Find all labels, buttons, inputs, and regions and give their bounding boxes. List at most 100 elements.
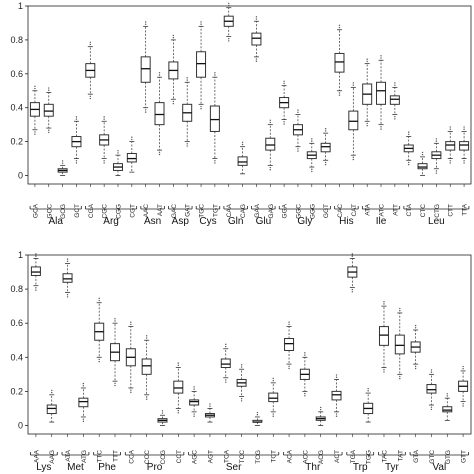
outlier-point — [446, 395, 448, 397]
outlier-point — [144, 109, 147, 111]
outlier-point — [366, 58, 368, 60]
outlier-point — [161, 410, 164, 412]
outlier-point — [98, 358, 100, 361]
outlier-point — [435, 172, 438, 174]
box-CAT — [348, 82, 359, 161]
aa-group-thr: Thr — [283, 452, 343, 473]
outlier-point — [103, 162, 105, 164]
outlier-point — [304, 392, 306, 395]
aa-label: Met — [67, 462, 84, 473]
codon-label: TTC — [97, 450, 104, 463]
aa-group-lys: Lys — [29, 452, 58, 473]
codon-label: GGC — [295, 204, 302, 219]
outlier-point — [421, 151, 424, 154]
box-TTT — [110, 318, 121, 387]
outlier-point — [200, 108, 202, 110]
outlier-point — [200, 21, 202, 23]
outlier-point — [48, 89, 50, 91]
box-TCG — [252, 411, 263, 426]
outlier-point — [256, 411, 259, 414]
outlier-point — [324, 128, 327, 130]
outlier-point — [255, 60, 258, 62]
codon-label: CAC — [337, 204, 344, 218]
outlier-point — [430, 371, 433, 373]
codon-label: AAC — [143, 204, 150, 218]
outlier-point — [255, 16, 258, 18]
box-ATA — [362, 58, 373, 127]
outlier-point — [114, 320, 116, 322]
outlier-point — [414, 365, 417, 368]
box-GGA — [279, 80, 290, 125]
outlier-point — [186, 143, 188, 145]
codon-label: GTA — [413, 449, 420, 463]
outlier-point — [414, 367, 417, 370]
aa-group-ala: Ala — [29, 206, 82, 227]
outlier-point — [311, 170, 313, 173]
aa-label: Thr — [305, 462, 321, 473]
outlier-point — [414, 327, 417, 329]
outlier-point — [463, 162, 465, 164]
outlier-point — [380, 55, 382, 57]
box-ATC — [376, 55, 387, 130]
outlier-point — [311, 140, 313, 142]
codon-label: ACG — [318, 450, 325, 464]
plot-frame — [27, 5, 472, 185]
codon-label: TGT — [212, 204, 219, 217]
codon-label: GAT — [185, 204, 192, 217]
outlier-point — [463, 128, 465, 130]
outlier-point — [145, 337, 148, 339]
box-TCC — [236, 364, 247, 402]
box-AAA — [30, 253, 41, 291]
codon-label: TTT — [113, 450, 120, 462]
outlier-point — [193, 388, 195, 390]
box — [348, 110, 359, 131]
outlier-point — [319, 408, 322, 411]
y-tick-label: 1 — [18, 1, 23, 11]
codon-label: TCT — [271, 450, 278, 463]
outlier-point — [103, 116, 105, 118]
aa-label: Phe — [98, 462, 116, 473]
box — [331, 390, 342, 401]
outlier-point — [272, 415, 274, 417]
box-CAC — [334, 24, 345, 96]
aa-group-ile: Ile — [361, 206, 401, 227]
outlier-point — [34, 87, 36, 90]
outlier-point — [269, 119, 271, 121]
outlier-point — [304, 352, 306, 354]
box-TCA — [220, 343, 231, 383]
outlier-point — [352, 158, 355, 161]
outlier-point — [366, 60, 368, 63]
y-tick-label: 0.4 — [10, 352, 23, 362]
outlier-point — [338, 24, 341, 27]
outlier-point — [380, 57, 382, 59]
box — [265, 137, 276, 151]
outlier-point — [117, 152, 119, 154]
box-TAT — [394, 307, 405, 380]
outlier-point — [408, 163, 410, 166]
codon-label: AAG — [49, 450, 56, 464]
outlier-point — [367, 390, 369, 392]
box-GTG — [442, 393, 453, 421]
outlier-point — [225, 343, 227, 346]
y-tick-label: 1 — [18, 250, 23, 260]
outlier-point — [228, 2, 230, 4]
outlier-point — [34, 133, 36, 135]
y-tick-label: 0.2 — [10, 386, 23, 396]
outlier-point — [269, 121, 271, 124]
outlier-point — [61, 160, 64, 162]
outlier-point — [225, 345, 227, 348]
box — [126, 152, 137, 163]
box-TGG — [363, 387, 374, 423]
outlier-point — [225, 381, 227, 383]
y-tick-label: 0 — [18, 171, 23, 181]
outlier-point — [311, 138, 313, 140]
box-TGT — [209, 72, 220, 164]
outlier-point — [172, 102, 175, 105]
box-CCC — [141, 335, 152, 400]
codon-label: TGA — [350, 449, 357, 463]
outlier-point — [319, 406, 322, 409]
box-CCA — [125, 321, 136, 394]
box — [140, 56, 151, 83]
outlier-point — [177, 412, 180, 414]
outlier-point — [144, 21, 147, 23]
